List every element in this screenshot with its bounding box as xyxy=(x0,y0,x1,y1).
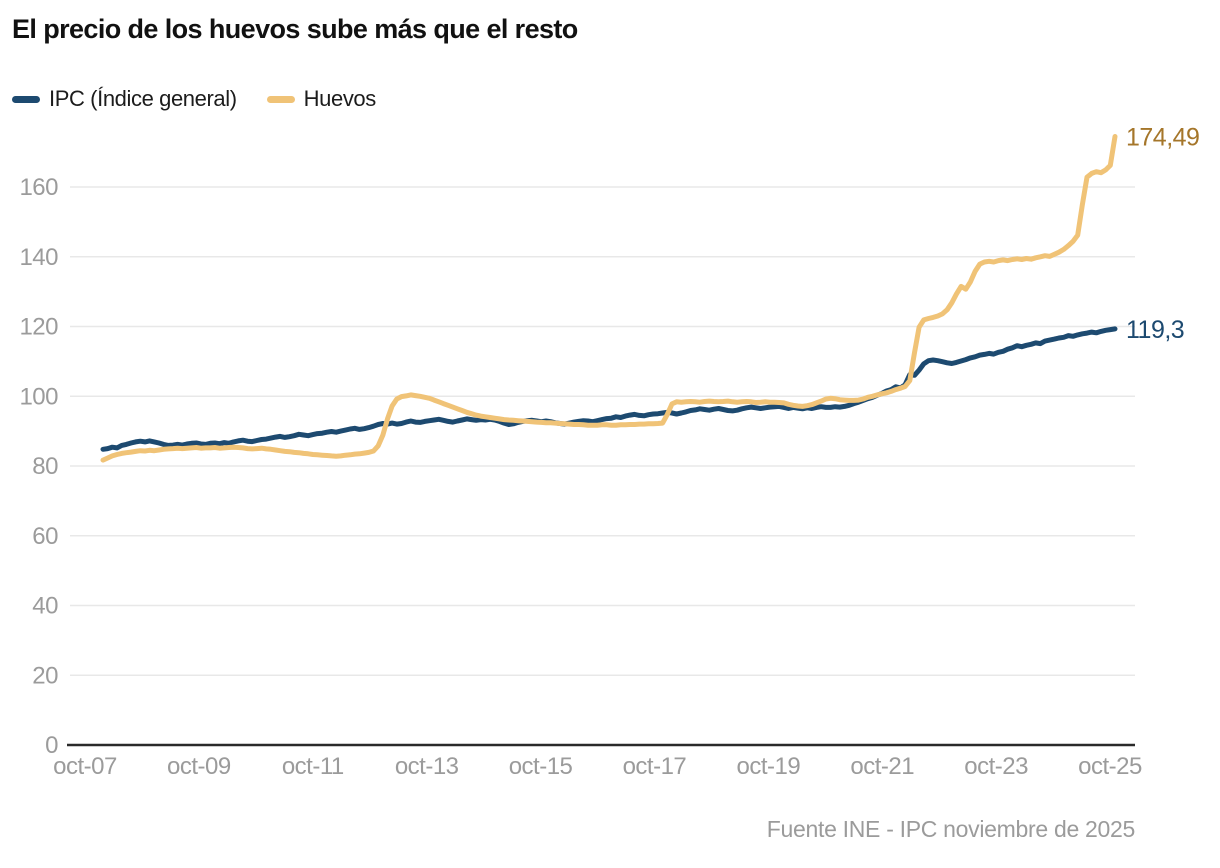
source-note: Fuente INE - IPC noviembre de 2025 xyxy=(766,816,1136,842)
legend-item-ipc: IPC (Índice general) xyxy=(12,86,237,112)
y-axis-label: 20 xyxy=(32,662,58,689)
legend-label-huevos: Huevos xyxy=(303,86,377,111)
x-axis-label: oct-09 xyxy=(167,753,231,780)
x-axis-label: oct-23 xyxy=(964,753,1028,780)
y-axis-label: 160 xyxy=(19,174,58,201)
series-line-ipc xyxy=(100,326,1118,452)
legend-label-ipc: IPC (Índice general) xyxy=(49,86,237,111)
y-axis-label: 60 xyxy=(32,523,58,550)
x-axis-label: oct-07 xyxy=(53,753,117,780)
x-axis-label: oct-11 xyxy=(282,753,344,780)
y-axis-label: 120 xyxy=(19,314,58,341)
legend-swatch-ipc-icon xyxy=(12,95,40,103)
legend-item-huevos: Huevos xyxy=(266,86,377,112)
series-end-label-huevos: 174,49 xyxy=(1126,123,1199,151)
x-axis-label: oct-21 xyxy=(850,753,914,780)
y-axis-label: 100 xyxy=(19,383,58,410)
legend: IPC (Índice general) Huevos xyxy=(12,86,376,112)
x-axis-label: oct-19 xyxy=(736,753,800,780)
x-axis-label: oct-25 xyxy=(1078,753,1142,780)
x-axis-label: oct-13 xyxy=(395,753,459,780)
legend-swatch-huevos-icon xyxy=(266,95,295,103)
y-axis-label: 140 xyxy=(19,244,58,271)
chart-title: El precio de los huevos sube más que el … xyxy=(12,14,578,44)
y-axis-label: 0 xyxy=(45,732,58,759)
series-line-huevos xyxy=(100,134,1118,463)
y-axis-label: 80 xyxy=(32,453,58,480)
y-axis-label: 40 xyxy=(32,593,58,620)
x-axis-label: oct-15 xyxy=(509,753,573,780)
series-end-label-ipc: 119,3 xyxy=(1126,316,1184,344)
x-axis-label: oct-17 xyxy=(623,753,687,780)
